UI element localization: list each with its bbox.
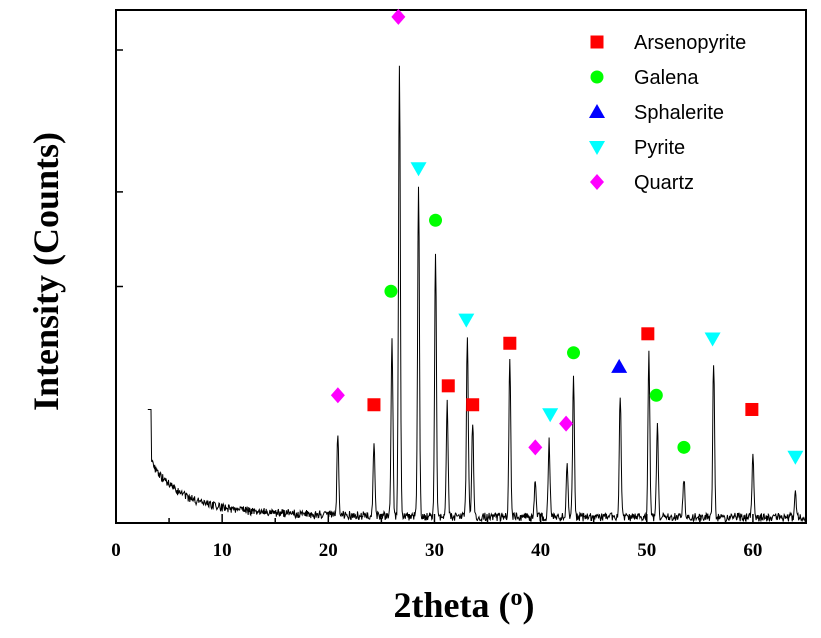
plot-frame: [115, 9, 807, 524]
phase-markers: [330, 8, 804, 465]
quartz-marker: [528, 439, 543, 456]
x-axis-title-main: 2theta (: [394, 585, 511, 625]
sphalerite-marker: [611, 358, 628, 373]
quartz-marker: [559, 415, 574, 432]
y-axis-title: Intensity (Counts): [26, 132, 66, 411]
axes: [115, 9, 807, 524]
quartz-marker: [391, 8, 406, 25]
legend-sphalerite-label: Sphalerite: [634, 102, 724, 124]
legend-sphalerite-symbol: [589, 104, 605, 118]
arsenopyrite-marker: [441, 379, 455, 393]
legend-pyrite-symbol: [589, 141, 605, 155]
galena-marker: [649, 388, 663, 402]
plot-area: [147, 65, 807, 523]
x-axis-title-close: ): [522, 585, 534, 625]
arsenopyrite-marker: [466, 398, 480, 412]
legend-quartz-symbol: [590, 174, 604, 190]
legend: Arsenopyrite Galena Sphalerite Pyrite Quartz: [589, 32, 746, 194]
x-tick-label: 50: [637, 540, 656, 561]
x-tick-label: 30: [425, 540, 444, 561]
x-tick-label: 20: [319, 540, 338, 561]
pyrite-marker: [542, 408, 559, 423]
legend-galena-label: Galena: [634, 67, 699, 89]
legend-pyrite-label: Pyrite: [634, 137, 685, 159]
diffraction-pattern-line: [147, 65, 807, 523]
x-axis-title-superscript: o: [510, 585, 522, 611]
pyrite-marker: [410, 162, 427, 177]
y-axis-ticks: [116, 49, 123, 524]
galena-marker: [567, 346, 581, 360]
x-axis-ticks: 0 10 20 30 40 50 60: [111, 514, 807, 561]
pyrite-marker: [704, 332, 721, 347]
arsenopyrite-marker: [641, 327, 655, 341]
legend-galena-symbol: [590, 70, 604, 84]
x-tick-label: 10: [213, 540, 232, 561]
legend-arsenopyrite-label: Arsenopyrite: [634, 32, 746, 54]
arsenopyrite-marker: [503, 336, 517, 350]
galena-marker: [677, 440, 691, 454]
x-tick-label: 40: [531, 540, 550, 561]
arsenopyrite-marker: [745, 402, 759, 416]
x-tick-label: 60: [743, 540, 762, 561]
galena-marker: [429, 213, 443, 227]
pyrite-marker: [787, 450, 804, 465]
legend-arsenopyrite-symbol: [590, 35, 604, 49]
quartz-marker: [330, 387, 345, 404]
pyrite-marker: [458, 313, 475, 328]
x-tick-label: 0: [111, 540, 121, 561]
legend-quartz-label: Quartz: [634, 172, 694, 194]
x-axis-title: 2theta (o): [394, 585, 535, 625]
arsenopyrite-marker: [367, 398, 381, 412]
galena-marker: [384, 284, 398, 298]
